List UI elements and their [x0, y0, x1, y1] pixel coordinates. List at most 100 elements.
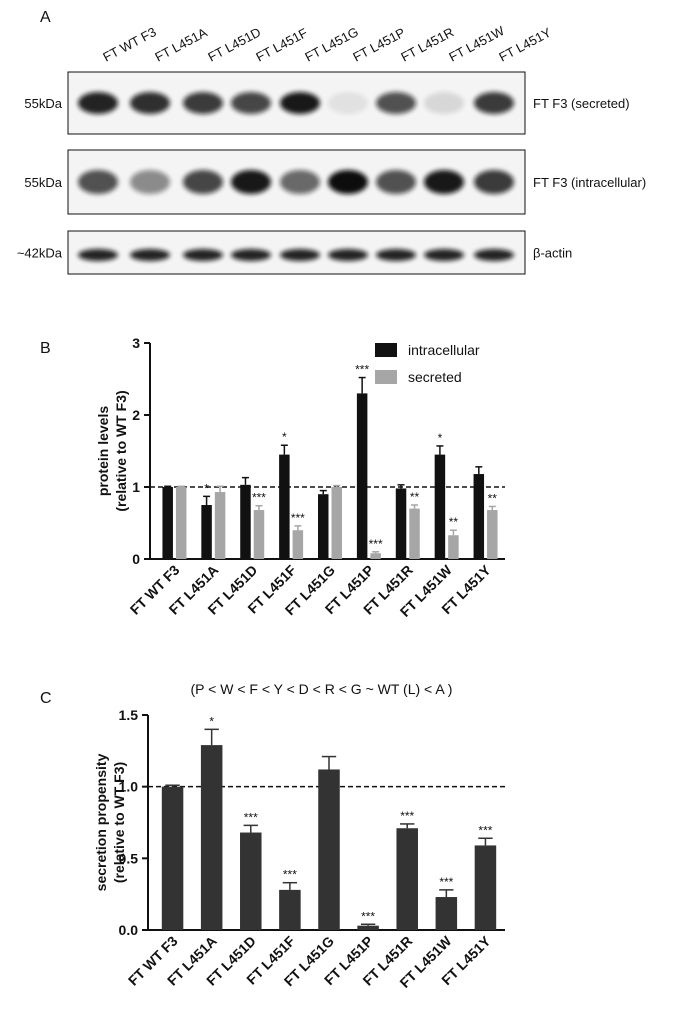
- lane-label: FT L451F: [253, 25, 310, 65]
- band: [183, 92, 223, 114]
- error-bar: [243, 824, 258, 833]
- error-bar: [177, 485, 185, 488]
- bar: [292, 530, 304, 559]
- error-bar: [411, 504, 419, 509]
- band: [130, 92, 170, 114]
- legend-label: secreted: [408, 369, 462, 385]
- bar: [253, 510, 265, 559]
- significance: **: [410, 490, 420, 504]
- band: [130, 249, 170, 261]
- band: [376, 92, 416, 114]
- error-bar: [372, 551, 380, 554]
- band: [424, 249, 464, 261]
- bar: [318, 769, 340, 930]
- band: [231, 92, 271, 114]
- bar: [162, 487, 173, 559]
- significance: ***: [283, 868, 297, 882]
- panel-letter: C: [40, 690, 52, 707]
- y-axis-label: (relative to WT F3): [111, 762, 127, 883]
- band: [130, 170, 170, 194]
- band: [78, 92, 118, 114]
- error-bar: [449, 529, 457, 536]
- band: [231, 249, 271, 261]
- band: [280, 170, 320, 194]
- bar: [279, 454, 290, 559]
- bar: [201, 505, 212, 559]
- band: [328, 170, 368, 194]
- significance: **: [449, 515, 459, 529]
- bar: [474, 845, 497, 930]
- error-bar: [478, 837, 493, 846]
- y-axis-label: (relative to WT F3): [113, 390, 129, 511]
- y-tick-label: 3: [132, 335, 140, 351]
- error-bar: [475, 466, 483, 475]
- lane-label: FT L451G: [302, 24, 361, 65]
- significance: *: [209, 714, 214, 728]
- significance: *: [282, 430, 287, 444]
- bar: [356, 393, 368, 559]
- bar: [396, 828, 418, 930]
- error-bar: [319, 489, 327, 495]
- band: [474, 92, 514, 114]
- lane-label: FT L451P: [350, 25, 407, 65]
- band: [424, 92, 464, 114]
- significance: ***: [252, 491, 266, 505]
- panel-letter: B: [40, 340, 51, 357]
- marker-label: ~42kDa: [17, 246, 63, 261]
- lane-label: FT L451Y: [496, 25, 554, 65]
- bar: [487, 510, 498, 559]
- significance: ***: [478, 823, 492, 837]
- error-bar: [204, 728, 219, 746]
- error-bar: [400, 823, 415, 829]
- bar: [200, 745, 223, 930]
- lane-label: FT L451A: [152, 25, 210, 65]
- error-bar: [358, 376, 366, 394]
- significance: ***: [355, 363, 369, 377]
- error-bar: [203, 495, 211, 505]
- error-bar: [165, 784, 180, 787]
- y-axis-label: secretion propensity: [93, 753, 109, 891]
- band: [424, 170, 464, 194]
- error-bar: [241, 476, 249, 485]
- lane-label: FT L451W: [446, 23, 507, 65]
- marker-label: 55kDa: [24, 175, 62, 190]
- y-axis-label: protein levels: [95, 406, 111, 496]
- error-bar: [333, 484, 341, 487]
- error-bar: [397, 484, 405, 489]
- bar: [161, 786, 184, 930]
- bar: [214, 492, 226, 559]
- bar: [240, 484, 251, 559]
- bar: [434, 454, 446, 559]
- panel-letter: A: [40, 9, 51, 26]
- marker-label: 55kDa: [24, 96, 62, 111]
- row-label: FT F3 (intracellular): [533, 175, 646, 190]
- error-bar: [282, 881, 298, 890]
- legend-label: intracellular: [408, 342, 480, 358]
- significance: *: [204, 481, 209, 495]
- band: [280, 92, 320, 114]
- significance: **: [488, 491, 498, 505]
- legend-swatch: [375, 343, 397, 357]
- significance: ***: [439, 875, 453, 889]
- error-bar: [255, 504, 263, 511]
- significance: ***: [244, 810, 258, 824]
- band: [328, 249, 368, 261]
- bar: [370, 553, 381, 559]
- bar: [409, 508, 420, 559]
- band: [78, 170, 118, 194]
- error-bar: [436, 445, 444, 455]
- bar: [175, 487, 187, 559]
- y-tick-label: 1.5: [119, 707, 139, 723]
- error-bar: [488, 505, 496, 511]
- significance: ***: [400, 809, 414, 823]
- significance: ***: [291, 511, 305, 525]
- lane-label: FT L451D: [205, 24, 263, 64]
- band: [280, 249, 320, 261]
- error-bar: [439, 889, 454, 898]
- band: [474, 170, 514, 194]
- band: [328, 92, 368, 114]
- band: [78, 249, 118, 261]
- legend-swatch: [375, 370, 397, 384]
- bar: [473, 474, 485, 559]
